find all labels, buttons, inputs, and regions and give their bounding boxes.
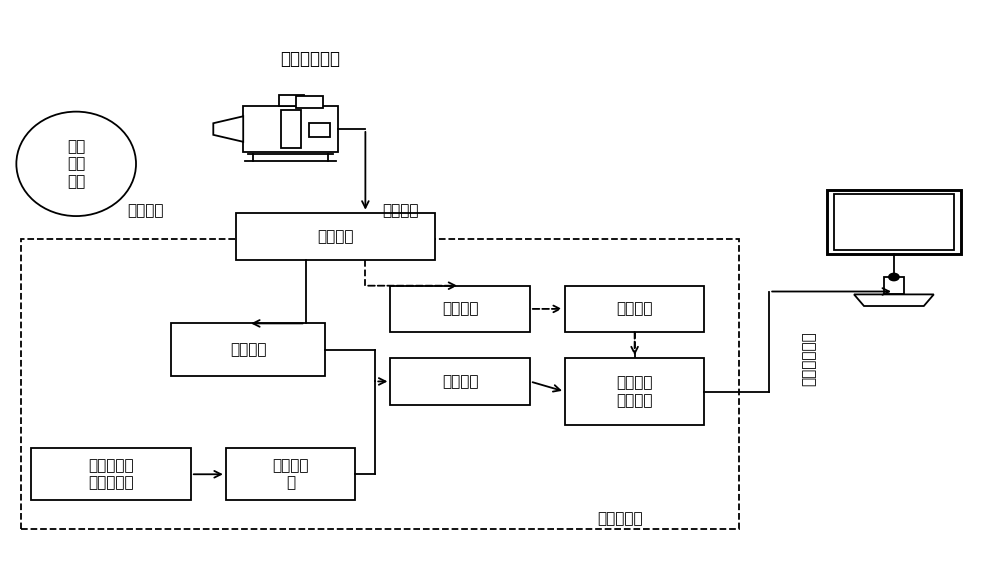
Bar <box>834 194 954 250</box>
Text: 图像处理: 图像处理 <box>230 342 266 357</box>
Bar <box>390 286 530 332</box>
Bar <box>296 96 323 108</box>
Bar <box>226 448 355 500</box>
Bar <box>884 277 904 294</box>
Bar <box>281 110 301 147</box>
Bar <box>565 358 704 425</box>
Text: 网络传输: 网络传输 <box>317 229 354 244</box>
Text: 物理建模: 物理建模 <box>616 301 653 317</box>
Text: 彩色图像: 彩色图像 <box>128 203 164 218</box>
Text: 增强现实视频: 增强现实视频 <box>802 331 817 385</box>
Text: 点云信息: 点云信息 <box>382 203 419 218</box>
Bar <box>565 286 704 332</box>
Bar <box>243 106 338 152</box>
Text: 虚拟机器人
设计与组装: 虚拟机器人 设计与组装 <box>88 458 134 490</box>
Ellipse shape <box>16 111 136 216</box>
Ellipse shape <box>889 273 899 280</box>
Bar <box>31 448 191 500</box>
Bar <box>21 239 739 529</box>
Text: 虚实融合: 虚实融合 <box>442 374 478 389</box>
Bar <box>309 122 330 137</box>
Bar <box>390 358 530 405</box>
Bar <box>236 213 435 259</box>
Bar <box>171 324 325 375</box>
Text: 视频采集装置: 视频采集装置 <box>281 50 341 68</box>
Text: 工厂
实际
场景: 工厂 实际 场景 <box>67 139 85 189</box>
Bar <box>827 190 961 254</box>
Text: 机器人注
册: 机器人注 册 <box>272 458 309 490</box>
Text: 图形工作站: 图形工作站 <box>597 511 642 526</box>
Polygon shape <box>213 116 243 142</box>
Text: 显示器: 显示器 <box>879 213 909 231</box>
Text: 三维重建: 三维重建 <box>442 301 478 317</box>
Bar <box>279 96 304 106</box>
Text: 机器人交
互与规划: 机器人交 互与规划 <box>616 375 653 408</box>
Polygon shape <box>854 294 934 306</box>
